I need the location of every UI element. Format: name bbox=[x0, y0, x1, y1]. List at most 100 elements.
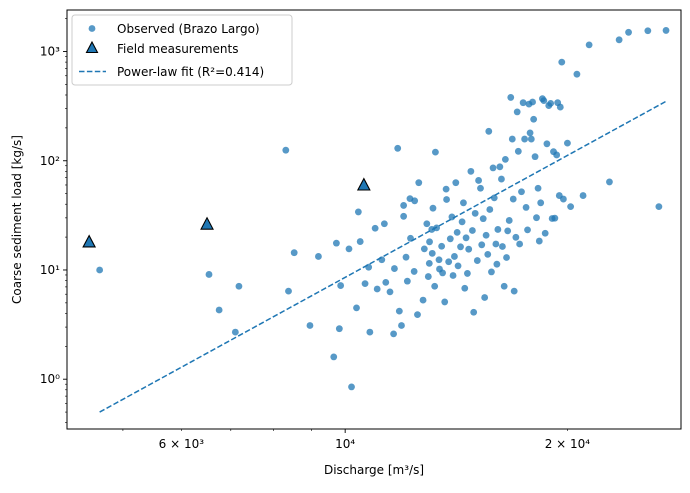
legend: Observed (Brazo Largo) Field measurement… bbox=[71, 14, 293, 86]
observed-point bbox=[518, 188, 525, 196]
observed-point bbox=[290, 249, 298, 257]
observed-point bbox=[431, 282, 439, 290]
observed-point bbox=[462, 234, 470, 242]
observed-point bbox=[471, 209, 479, 217]
observed-point bbox=[504, 227, 512, 235]
observed-point bbox=[512, 233, 520, 241]
observed-point bbox=[356, 238, 364, 245]
observed-point bbox=[452, 179, 460, 187]
observed-point bbox=[496, 163, 504, 171]
observed-point bbox=[484, 250, 492, 258]
observed-point bbox=[424, 273, 432, 280]
x-axis-label: Discharge [m³/s] bbox=[324, 463, 424, 477]
x-tick-label: 2 × 10⁴ bbox=[545, 437, 591, 451]
x-tick-label: 10⁴ bbox=[335, 437, 355, 451]
observed-point bbox=[460, 199, 467, 207]
observed-point bbox=[441, 298, 449, 306]
observed-point bbox=[529, 98, 536, 106]
observed-point bbox=[527, 135, 535, 143]
plot-area bbox=[82, 27, 670, 413]
observed-point bbox=[443, 196, 450, 203]
axis-ticks: 10⁰ 10¹ 10² 10³ 6 × 10³ 10⁴ 2 × 10⁴ bbox=[40, 18, 591, 451]
observed-point bbox=[458, 218, 466, 226]
observed-point bbox=[378, 256, 386, 264]
observed-point bbox=[564, 139, 571, 147]
observed-point bbox=[433, 224, 441, 232]
observed-point bbox=[521, 135, 529, 143]
y-tick-label: 10³ bbox=[40, 45, 60, 59]
observed-point bbox=[531, 153, 539, 161]
observed-point bbox=[534, 184, 542, 192]
observed-point bbox=[400, 212, 408, 220]
observed-point bbox=[335, 325, 343, 333]
observed-point bbox=[615, 36, 623, 44]
observed-point bbox=[526, 129, 534, 137]
observed-point bbox=[470, 308, 478, 316]
observed-point bbox=[492, 240, 500, 248]
observed-point bbox=[543, 140, 551, 148]
observed-point bbox=[337, 282, 345, 289]
observed-point bbox=[644, 27, 652, 35]
legend-fit-label: Power-law fit (R²=0.414) bbox=[117, 65, 264, 79]
observed-point bbox=[453, 228, 461, 236]
observed-point bbox=[585, 41, 593, 49]
observed-point bbox=[446, 235, 454, 243]
observed-point bbox=[507, 94, 515, 101]
observed-point bbox=[235, 282, 243, 290]
observed-point bbox=[567, 203, 575, 211]
legend-box bbox=[71, 14, 293, 86]
observed-point bbox=[465, 245, 473, 253]
observed-point bbox=[439, 269, 446, 277]
observed-point bbox=[231, 328, 239, 336]
observed-point bbox=[348, 383, 355, 391]
observed-point bbox=[490, 194, 498, 202]
observed-point bbox=[390, 330, 397, 338]
observed-point bbox=[407, 234, 414, 242]
observed-point bbox=[541, 229, 549, 237]
observed-point bbox=[499, 243, 506, 250]
observed-point bbox=[547, 100, 555, 107]
observed-point bbox=[382, 278, 390, 286]
fit-line bbox=[99, 100, 667, 413]
observed-point bbox=[485, 127, 493, 135]
axes-frame bbox=[66, 9, 682, 430]
observed-point bbox=[488, 268, 495, 276]
observed-point bbox=[501, 155, 509, 163]
y-tick-label: 10⁰ bbox=[40, 372, 60, 386]
observed-point bbox=[540, 97, 548, 105]
observed-point bbox=[411, 197, 419, 205]
observed-point bbox=[332, 239, 340, 247]
observed-point bbox=[96, 266, 104, 274]
observed-point bbox=[508, 135, 516, 143]
observed-point bbox=[625, 28, 632, 36]
observed-point bbox=[505, 217, 513, 224]
observed-point bbox=[467, 167, 475, 175]
x-tick-label: 6 × 10³ bbox=[159, 437, 205, 451]
observed-point bbox=[454, 262, 462, 270]
observed-point bbox=[551, 214, 559, 222]
observed-point bbox=[448, 213, 456, 221]
observed-point bbox=[420, 245, 428, 253]
observed-point bbox=[398, 322, 405, 329]
legend-field-label: Field measurements bbox=[117, 42, 238, 56]
field-measurement-point bbox=[200, 216, 214, 230]
observed-point bbox=[205, 271, 213, 278]
observed-point bbox=[560, 195, 567, 203]
observed-point bbox=[579, 192, 587, 199]
observed-point bbox=[282, 146, 290, 154]
observed-point bbox=[475, 177, 482, 184]
observed-point bbox=[373, 285, 381, 293]
observed-point bbox=[524, 226, 531, 234]
observed-point bbox=[285, 287, 292, 295]
observed-point bbox=[366, 328, 374, 336]
observed-point bbox=[330, 353, 338, 361]
observed-point bbox=[516, 240, 524, 248]
observed-point bbox=[403, 277, 411, 285]
observed-point bbox=[429, 204, 437, 212]
observed-point bbox=[400, 202, 408, 209]
observed-point bbox=[395, 307, 403, 315]
observed-point bbox=[533, 214, 540, 222]
observed-point bbox=[509, 195, 517, 203]
